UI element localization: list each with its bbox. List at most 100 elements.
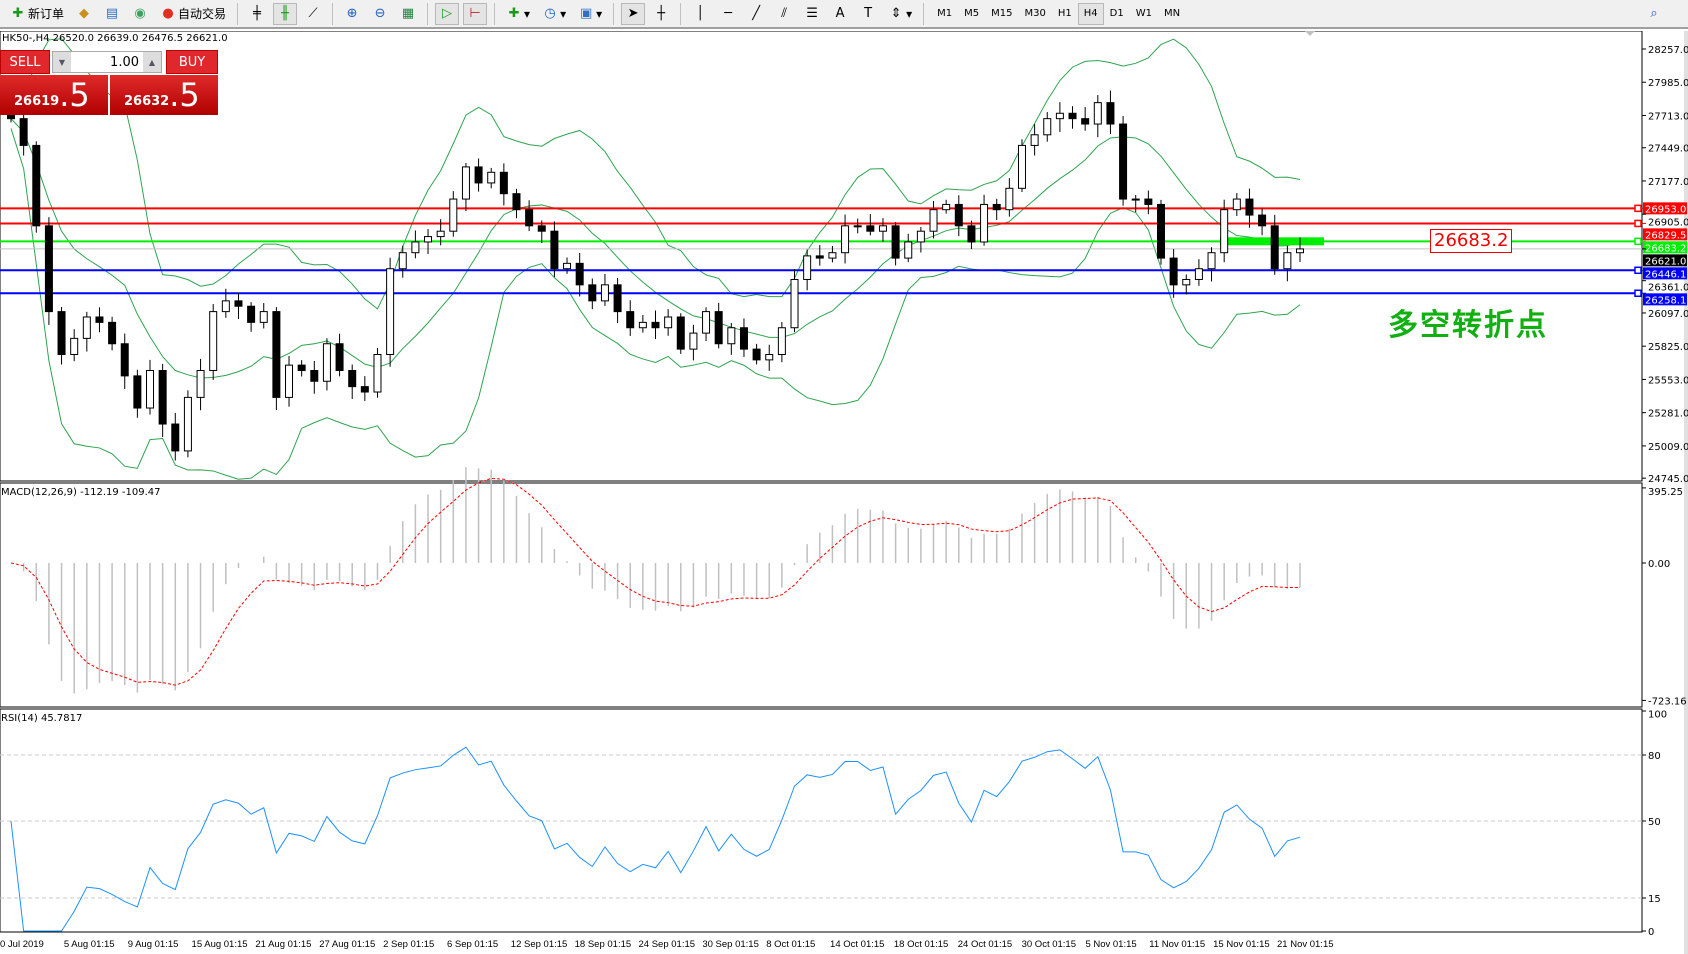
pivot-annotation-text[interactable]: 多空转折点	[1388, 308, 1548, 343]
line-chart-button[interactable]: ⟋	[301, 3, 325, 25]
candle-bear	[537, 225, 546, 232]
candle-bear	[1156, 203, 1165, 259]
candle-bull	[487, 171, 496, 184]
rsi-tick-label: 100	[1648, 709, 1667, 720]
price-tick-label: 25825.0	[1648, 342, 1688, 353]
candle-bear	[297, 364, 306, 372]
new-order-button[interactable]: ✚ 新订单	[6, 3, 68, 25]
bar-chart-button[interactable]: ╪	[245, 3, 269, 25]
candlestick-button[interactable]: ╫	[273, 2, 298, 25]
candle-bear	[234, 300, 243, 307]
zoom-in-button[interactable]: ⊕	[340, 3, 364, 25]
candle-bear	[954, 203, 963, 227]
chart-window[interactable]: 0 Jul 2019 5 Aug 01:15 9 Aug 01:15 15 Aug 0…	[0, 31, 1688, 954]
candle-bull	[196, 370, 205, 398]
zoom-out-button[interactable]: ⊖	[368, 3, 392, 25]
price-tick-label: 26361.0	[1648, 282, 1688, 293]
timeframe-w1[interactable]: W1	[1135, 8, 1152, 19]
tile-windows-button[interactable]: ▦	[396, 3, 420, 25]
candle-bear	[815, 255, 824, 259]
horizontal-line-button[interactable]: ─	[716, 3, 740, 25]
terminal-button[interactable]: ▤	[100, 3, 124, 25]
timeframe-h1[interactable]: H1	[1057, 8, 1072, 19]
timeframe-h4[interactable]: H4	[1077, 2, 1104, 25]
chart-shift-button[interactable]: ⊢	[463, 2, 488, 25]
navigator-icon: ◆	[79, 5, 90, 21]
cursor-button[interactable]: ➤	[621, 2, 646, 25]
indicators-button[interactable]: ✚ ▾	[502, 3, 534, 25]
timeframe-m30[interactable]: M30	[1024, 8, 1046, 19]
rsi-line	[10, 746, 1301, 932]
candle-bear	[348, 370, 357, 388]
channel-icon: ⫽	[781, 5, 788, 21]
price-tick-label: 27449.0	[1648, 144, 1688, 155]
candle-bull	[285, 364, 294, 398]
candle-bear	[44, 225, 53, 313]
timeframe-m5[interactable]: M5	[964, 8, 980, 19]
candle-bear	[120, 343, 129, 377]
candle-bear	[752, 348, 761, 361]
trendline-button[interactable]: ╱	[744, 3, 768, 25]
text-button[interactable]: A	[828, 3, 852, 25]
macd-signal-line	[10, 477, 1301, 686]
arrows-button[interactable]: ⇕ ▾	[884, 3, 916, 25]
auto-trading-button[interactable]: ● 自动交易	[156, 3, 230, 25]
chart-shift-icon: ⊢	[469, 5, 481, 21]
timeframe-m15[interactable]: M15	[991, 8, 1013, 19]
price-tick-label: 27177.0	[1648, 177, 1688, 188]
level-handle	[1634, 266, 1642, 275]
timeframe-d1[interactable]: D1	[1109, 8, 1124, 19]
pivot-price-label[interactable]: 26683.2	[1430, 229, 1513, 253]
decrease-lot-button[interactable]: ▼	[53, 52, 71, 72]
level-handle	[1634, 289, 1642, 298]
candle-bear	[891, 225, 900, 259]
equidistant-channel-button[interactable]: ⫽	[772, 3, 796, 25]
buy-button[interactable]: BUY	[166, 50, 218, 74]
trendline-icon: ╱	[752, 5, 761, 21]
candle-bull	[221, 300, 230, 313]
auto-trading-icon: ●	[162, 5, 174, 21]
timeframe-mn[interactable]: MN	[1163, 8, 1181, 19]
lot-input[interactable]	[71, 54, 143, 70]
vertical-line-button[interactable]: │	[688, 3, 712, 25]
level-handle	[1634, 237, 1642, 246]
increase-lot-button[interactable]: ▲	[143, 52, 161, 72]
candle-bull	[916, 230, 925, 243]
candle-bear	[1081, 118, 1090, 125]
navigator-button[interactable]: ◆	[72, 3, 96, 25]
price-label-box	[1643, 228, 1687, 241]
separator	[237, 2, 239, 25]
fibonacci-button[interactable]: ☰	[800, 3, 824, 25]
candle-bull	[929, 209, 938, 232]
search-button[interactable]: ⌕	[1642, 3, 1666, 25]
candle-bear	[360, 386, 369, 393]
crosshair-button[interactable]: ┼	[649, 3, 673, 25]
candle-bear	[613, 284, 622, 313]
candle-bull	[765, 354, 774, 361]
fibonacci-icon: ☰	[806, 5, 818, 21]
rsi-tick-label: 15	[1648, 894, 1661, 905]
timeframe-m1[interactable]: M1	[937, 8, 953, 19]
indicators-icon: ✚	[508, 5, 520, 21]
candle-bear	[588, 284, 597, 302]
auto-scroll-button[interactable]: ▷	[435, 2, 460, 25]
candle-bear	[247, 305, 256, 323]
candle-bear	[95, 316, 104, 323]
price-tick-label: 25553.0	[1648, 375, 1688, 386]
sell-button[interactable]: SELL	[0, 50, 50, 74]
signals-button[interactable]: ◉	[128, 3, 152, 25]
candle-bear	[525, 209, 534, 227]
clock-icon: ◷	[544, 5, 556, 21]
price-tick-label: 27713.0	[1648, 111, 1688, 122]
periods-button[interactable]: ◷ ▾	[538, 3, 570, 25]
templates-button[interactable]: ▣ ▾	[579, 5, 603, 21]
sell-price[interactable]: 26619.5	[0, 75, 108, 115]
lot-size-stepper[interactable]: ▼ ▲	[52, 51, 162, 73]
candle-bear	[739, 327, 748, 350]
buy-price[interactable]: 26632.5	[110, 75, 218, 115]
candle-bull	[942, 203, 951, 211]
candle-bull	[1296, 248, 1304, 254]
time-tick-label: 21 Aug 01:15	[255, 939, 311, 950]
price-tick-label: 27985.0	[1648, 78, 1688, 89]
text-label-button[interactable]: T	[856, 3, 880, 25]
